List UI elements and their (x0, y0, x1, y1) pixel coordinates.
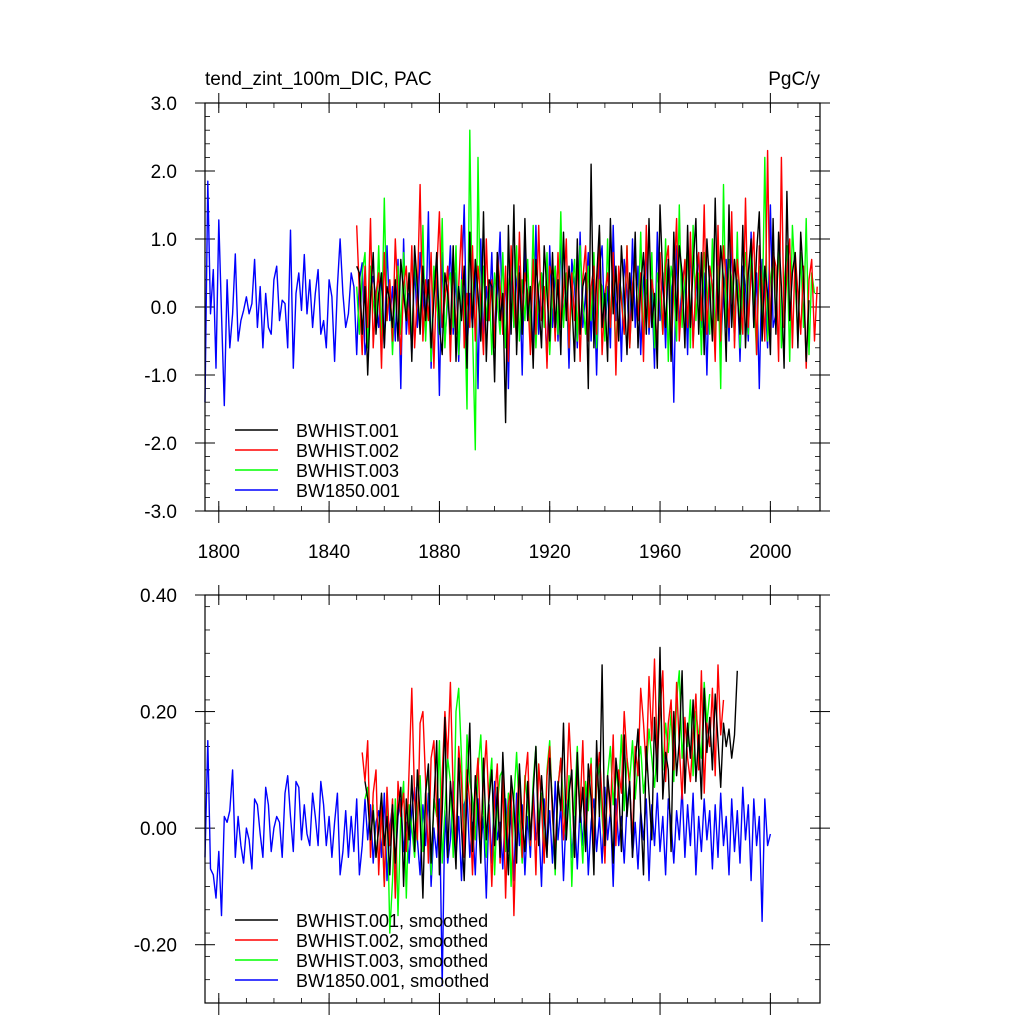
bottom-plot-frame (204, 594, 821, 1004)
y-tick-label: -0.20 (134, 936, 177, 957)
top-x-tick-labels: 1800 1840 1880 1920 1960 2000 (198, 542, 792, 563)
legend-label-4: BW1850.001 (296, 481, 400, 501)
legend-label-3: BWHIST.003, smoothed (296, 951, 488, 971)
series-line-2 (361, 658, 725, 917)
legend-label-1: BWHIST.001, smoothed (296, 911, 488, 931)
y-tick-label: 3.0 (151, 94, 177, 115)
legend-label-4: BW1850.001, smoothed (296, 971, 489, 991)
top-title-left: tend_zint_100m_DIC, PAC (205, 69, 432, 90)
y-tick-label: 0.20 (140, 703, 177, 724)
x-tick-label: 2000 (749, 542, 791, 563)
series-line-4 (204, 740, 772, 987)
y-tick-label: 2.0 (151, 162, 177, 183)
bottom-y-tick-labels: -0.20 0.00 0.20 0.40 (134, 586, 177, 957)
legend-label-2: BWHIST.002 (296, 441, 399, 461)
legend-label-2: BWHIST.002, smoothed (296, 931, 488, 951)
top-panel: tend_zint_100m_DIC, PAC PgC/y -3.0 -2.0 -1… (144, 69, 830, 563)
y-tick-label: 0.40 (140, 586, 177, 607)
y-tick-label: 1.0 (151, 230, 177, 251)
top-series-group (204, 129, 818, 451)
y-tick-label: -1.0 (144, 366, 177, 387)
top-y-tick-labels: -3.0 -2.0 -1.0 0.0 1.0 2.0 3.0 (144, 94, 177, 523)
top-plot-frame (204, 102, 821, 512)
bottom-series-group (204, 646, 772, 987)
series-line-1 (356, 163, 810, 424)
x-tick-label: 1920 (529, 542, 571, 563)
x-tick-label: 1800 (198, 542, 240, 563)
y-tick-label: -2.0 (144, 434, 177, 455)
y-tick-label: 0.00 (140, 819, 177, 840)
bottom-panel: -0.200.000.200.40 BWHIST.001, smoothedBW… (134, 585, 830, 1015)
series-line-4 (204, 180, 777, 407)
x-tick-label: 1880 (418, 542, 460, 563)
x-tick-label: 1840 (308, 542, 350, 563)
y-tick-label: -3.0 (144, 502, 177, 523)
top-title-right: PgC/y (768, 69, 820, 90)
bottom-axis-ticks (195, 585, 830, 1015)
series-line-1 (364, 646, 738, 899)
y-tick-label: 0.0 (151, 298, 177, 319)
x-tick-label: 1960 (639, 542, 681, 563)
legend-label-3: BWHIST.003 (296, 461, 399, 481)
legend-label-1: BWHIST.001 (296, 421, 399, 441)
